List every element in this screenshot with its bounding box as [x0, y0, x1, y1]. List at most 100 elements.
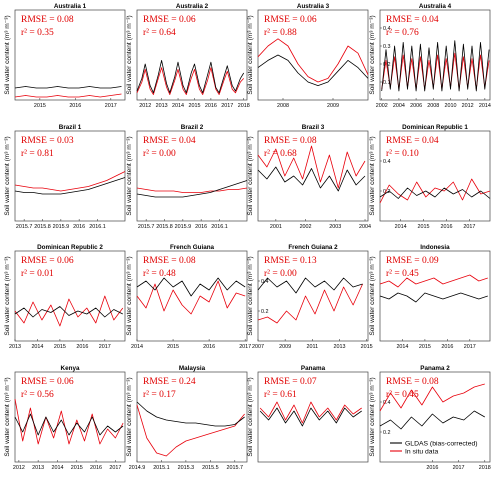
- x-tick-label: 2016.1: [211, 224, 228, 230]
- gldas-series-line: [257, 166, 366, 192]
- x-tick-label: 2015: [418, 224, 430, 230]
- x-tick-label: 2015.5: [202, 465, 219, 471]
- r2-label: r² = 0.56: [21, 390, 54, 400]
- panel-title: French Guiana 2: [288, 244, 338, 251]
- panel-frame: [14, 250, 126, 342]
- insitu-series-line: [136, 404, 245, 457]
- x-tick-label: 2015.3: [178, 465, 195, 471]
- x-tick-label: 2015: [167, 344, 179, 350]
- r2-label: r² = 0.88: [264, 28, 297, 38]
- panel-14: Panama Soil water content (m³ m⁻³) RMSE = …: [247, 365, 369, 463]
- rmse-label: RMSE = 0.06: [21, 377, 74, 387]
- panel-title: Panama 2: [420, 365, 450, 372]
- panel-frame: [136, 371, 248, 463]
- x-tick-label: 2017: [99, 344, 111, 350]
- y-axis-label: Soil water content (m³ m⁻³): [369, 377, 376, 456]
- x-tick-label: 2015.7: [16, 224, 33, 230]
- gldas-series-line: [14, 306, 123, 318]
- panel-title: Panama: [301, 365, 326, 372]
- r2-label: r² = 0.00: [143, 149, 176, 159]
- rmse-label: RMSE = 0.08: [21, 15, 74, 25]
- r2-label: r² = 0.35: [21, 28, 54, 38]
- x-tick-label: 2004: [359, 224, 371, 230]
- r2-label: r² = 0.00: [264, 269, 297, 279]
- panel-title: French Guiana: [170, 244, 215, 251]
- panel-title: Dominican Republic 1: [402, 124, 468, 131]
- x-tick-label: 2017: [464, 344, 476, 350]
- panel-title: Brazil 3: [302, 124, 325, 131]
- y-axis-label: Soil water content (m³ m⁻³): [4, 377, 11, 456]
- x-tick-label: 2011: [307, 344, 319, 350]
- y-tick-label: 0.2: [383, 189, 391, 195]
- y-axis-label: Soil water content (m³ m⁻³): [369, 15, 376, 94]
- x-tick-label: 2016.1: [89, 224, 106, 230]
- x-tick-label: 2003: [329, 224, 341, 230]
- x-tick-label: 2015.8: [34, 224, 51, 230]
- panel-6: Brazil 3 Soil water content (m³ m⁻³) 2001 2…: [247, 124, 371, 230]
- panel-frame: [257, 9, 369, 101]
- x-tick-label: 2014: [31, 344, 43, 350]
- y-tick-label: 0.3: [383, 44, 391, 50]
- x-tick-label: 2012: [462, 103, 474, 109]
- x-tick-label: 2013: [32, 465, 44, 471]
- insitu-series-line: [14, 171, 126, 192]
- x-tick-label: 2016: [76, 344, 88, 350]
- insitu-series-line: [379, 383, 485, 412]
- r2-label: r² = 0.61: [264, 390, 297, 400]
- rmse-label: RMSE = 0.24: [143, 377, 196, 387]
- panel-frame: [14, 9, 126, 101]
- legend-gldas-label: GLDAS (bias-corrected): [405, 440, 478, 447]
- x-tick-label: 2015: [361, 344, 373, 350]
- rmse-label: RMSE = 0.09: [386, 256, 439, 266]
- x-tick-label: 2016: [195, 224, 207, 230]
- y-axis-label: Soil water content (m³ m⁻³): [4, 136, 11, 215]
- x-tick-label: 2014: [51, 465, 63, 471]
- r2-label: r² = 0.10: [386, 149, 419, 159]
- x-tick-label: 2014: [479, 103, 491, 109]
- y-axis-label: Soil water content (m³ m⁻³): [247, 15, 254, 94]
- x-tick-label: 2016: [441, 344, 453, 350]
- rmse-label: RMSE = 0.06: [143, 15, 196, 25]
- x-tick-label: 2006: [410, 103, 422, 109]
- x-tick-label: 2012: [139, 103, 151, 109]
- panel-5: Brazil 2 Soil water content (m³ m⁻³) 2015.…: [126, 124, 248, 230]
- panel-title: Australia 3: [297, 3, 330, 10]
- panel-title: Indonesia: [420, 244, 450, 251]
- x-tick-label: 2013: [333, 344, 345, 350]
- x-tick-label: 2017: [463, 224, 475, 230]
- panel-15: Panama 2 Soil water content (m³ m⁻³) 2016 2…: [369, 365, 491, 471]
- r2-label: r² = 0.45: [386, 269, 419, 279]
- r2-label: r² = 0.81: [21, 149, 54, 159]
- legend: GLDAS (bias-corrected)In situ data: [390, 440, 478, 455]
- gldas-series-line: [136, 180, 248, 198]
- y-axis-label: Soil water content (m³ m⁻³): [126, 377, 133, 456]
- panel-13: Malaysia Soil water content (m³ m⁻³) 2014.…: [126, 365, 248, 471]
- panel-3: Australia 4 Soil water content (m³ m⁻³) 20…: [369, 3, 491, 109]
- x-tick-label: 2017: [105, 103, 117, 109]
- panel-title: Malaysia: [179, 365, 206, 372]
- insitu-series-line: [257, 145, 366, 189]
- panel-frame: [257, 371, 369, 463]
- panel-0: Australia 1 Soil water content (m³ m⁻³) 20…: [4, 3, 126, 109]
- x-tick-label: 2017: [109, 465, 121, 471]
- panel-7: Dominican Republic 1 Soil water content (…: [369, 124, 491, 230]
- x-tick-label: 2015.7: [227, 465, 244, 471]
- x-tick-label: 2013: [9, 344, 21, 350]
- x-tick-label: 2009: [327, 103, 339, 109]
- insitu-series-line: [136, 280, 246, 315]
- x-tick-label: 2016: [426, 465, 438, 471]
- x-tick-label: 2016: [203, 344, 215, 350]
- x-tick-label: 2015: [34, 103, 46, 109]
- x-tick-label: 2013: [156, 103, 168, 109]
- x-tick-label: 2014: [131, 344, 143, 350]
- rmse-label: RMSE = 0.04: [386, 15, 439, 25]
- gldas-series-line: [136, 277, 246, 297]
- x-tick-label: 2015.9: [175, 224, 192, 230]
- x-tick-label: 2001: [270, 224, 282, 230]
- panel-frame: [379, 130, 491, 222]
- x-tick-label: 2007: [252, 344, 264, 350]
- r2-label: r² = 0.64: [143, 28, 176, 38]
- gldas-series-line: [14, 413, 124, 436]
- panel-4: Brazil 1 Soil water content (m³ m⁻³) 2015.…: [4, 124, 126, 230]
